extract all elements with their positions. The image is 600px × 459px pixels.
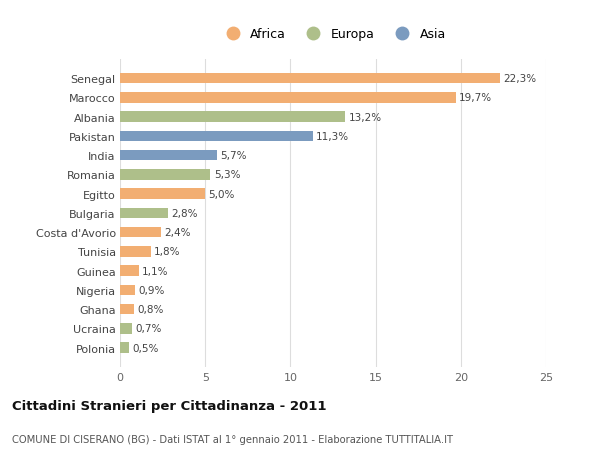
- Text: 22,3%: 22,3%: [503, 74, 536, 84]
- Text: 2,4%: 2,4%: [164, 228, 191, 238]
- Bar: [120, 151, 217, 161]
- Text: 5,3%: 5,3%: [214, 170, 240, 180]
- Bar: [120, 266, 139, 276]
- Bar: [120, 246, 151, 257]
- Bar: [120, 73, 500, 84]
- Text: 0,8%: 0,8%: [137, 304, 163, 314]
- Text: 5,0%: 5,0%: [209, 189, 235, 199]
- Text: 11,3%: 11,3%: [316, 132, 349, 141]
- Bar: [120, 227, 161, 238]
- Legend: Africa, Europa, Asia: Africa, Europa, Asia: [215, 23, 451, 46]
- Text: 19,7%: 19,7%: [459, 93, 492, 103]
- Text: 0,9%: 0,9%: [139, 285, 165, 295]
- Bar: [120, 285, 136, 296]
- Text: 13,2%: 13,2%: [349, 112, 382, 123]
- Text: 2,8%: 2,8%: [171, 208, 197, 218]
- Bar: [120, 189, 205, 200]
- Bar: [120, 324, 132, 334]
- Text: 1,8%: 1,8%: [154, 247, 181, 257]
- Text: Cittadini Stranieri per Cittadinanza - 2011: Cittadini Stranieri per Cittadinanza - 2…: [12, 399, 326, 412]
- Bar: [120, 112, 345, 123]
- Bar: [120, 170, 211, 180]
- Text: 1,1%: 1,1%: [142, 266, 169, 276]
- Bar: [120, 343, 128, 353]
- Bar: [120, 93, 455, 103]
- Text: 0,7%: 0,7%: [136, 324, 162, 334]
- Bar: [120, 208, 168, 219]
- Bar: [120, 304, 134, 315]
- Text: COMUNE DI CISERANO (BG) - Dati ISTAT al 1° gennaio 2011 - Elaborazione TUTTITALI: COMUNE DI CISERANO (BG) - Dati ISTAT al …: [12, 434, 453, 444]
- Bar: [120, 131, 313, 142]
- Text: 0,5%: 0,5%: [132, 343, 158, 353]
- Text: 5,7%: 5,7%: [221, 151, 247, 161]
